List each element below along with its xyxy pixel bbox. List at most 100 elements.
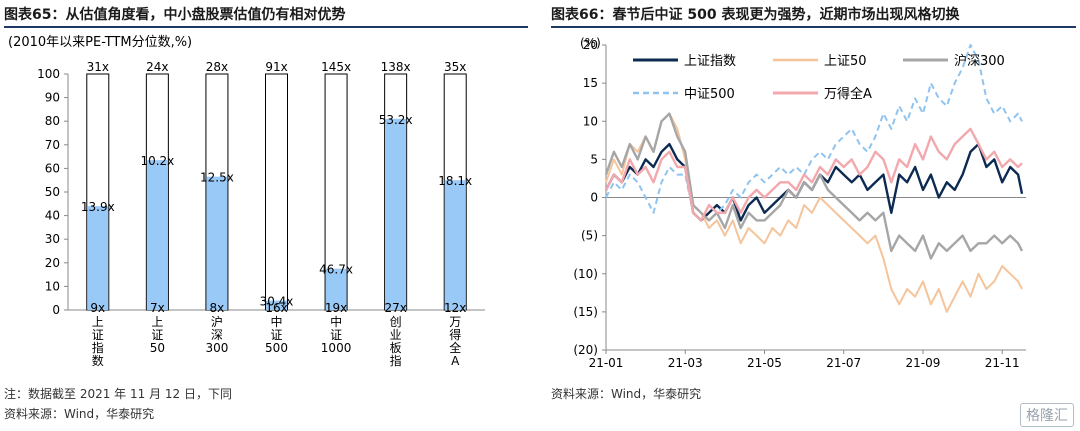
bar-min-label-2: 8x: [210, 301, 225, 315]
legend-item-4: 万得全A: [773, 86, 872, 102]
bar-6: [444, 180, 466, 310]
series-line-2: [604, 112, 1024, 260]
bar-min-label-5: 27x: [384, 301, 406, 315]
series-line-1: [605, 112, 1023, 313]
y-tick-label-1: 10: [45, 279, 60, 293]
bar-max-label-5: 138x: [381, 60, 411, 74]
category-label-3: 中证500: [265, 314, 288, 355]
y-tick-label-7: 70: [45, 138, 60, 152]
category-label-line: 深: [211, 328, 223, 342]
x-tick-label-5: 21-11: [985, 356, 1020, 370]
y-tick-label-8: (20): [573, 343, 598, 357]
series-line-3: [605, 44, 1023, 222]
category-label-line: 上: [92, 315, 104, 329]
y-tick-label-5: (5): [581, 229, 598, 243]
category-label-line: 板: [390, 341, 402, 355]
y-tick-label-5: 50: [45, 185, 60, 199]
legend-label-4: 万得全A: [824, 86, 872, 102]
category-label-line: A: [451, 354, 460, 368]
category-label-line: 500: [265, 341, 288, 355]
y-tick-label-7: (15): [573, 305, 598, 319]
y-axis-unit-label: (%): [580, 36, 601, 50]
series-line-4: [604, 127, 1023, 222]
right-line-chart: (%) 15 10 5 0 (5) (10) (15) (20) 20 21-01 21-03 21-0…: [573, 36, 1026, 370]
category-label-line: 万: [449, 315, 461, 329]
category-label-line: 50: [150, 341, 165, 355]
category-label-line: 业: [390, 328, 402, 342]
x-tick-label-2: 21-05: [747, 356, 782, 370]
legend-label-1: 上证50: [824, 54, 867, 69]
y-tick-label-8: 80: [45, 114, 60, 128]
left-chart-title: 图表65：从估值角度看，中小盘股票估值仍有相对优势: [4, 7, 346, 23]
left-source: 资料来源：Wind，华泰研究: [4, 407, 155, 421]
category-label-line: 300: [205, 341, 228, 355]
category-label-line: 证: [330, 328, 342, 342]
y-tick-label-2: 10: [583, 114, 598, 128]
y-tick-label-1: 15: [583, 76, 598, 90]
bar-max-label-0: 31x: [87, 60, 109, 74]
category-label-line: 1000: [321, 341, 352, 355]
bar-1: [146, 160, 168, 310]
legend-item-2: 沪深300: [903, 53, 1005, 69]
category-label-line: 创: [390, 315, 402, 329]
x-tick-label-4: 21-09: [906, 356, 941, 370]
category-label-line: 沪: [211, 315, 223, 329]
bar-3: [266, 300, 287, 310]
legend-label-0: 上证指数: [684, 54, 736, 69]
bar-value-label-4: 46.7x: [319, 263, 353, 277]
bar-max-label-4: 145x: [321, 60, 351, 74]
category-label-line: 证: [270, 328, 282, 342]
bar-min-label-6: 12x: [444, 301, 466, 315]
right-source: 资料来源：Wind，华泰研究: [551, 387, 702, 401]
bar-max-label-2: 28x: [206, 60, 228, 74]
bar-value-label-3: 30.4x: [260, 295, 294, 309]
category-label-line: 证: [92, 328, 104, 342]
y-tick-label-0: 0: [52, 303, 60, 317]
left-note: 注：数据截至 2021 年 11 月 12 日，下同: [4, 387, 232, 401]
category-label-6: 万得全A: [449, 315, 461, 368]
category-label-line: 中: [270, 314, 282, 329]
bar-value-label-6: 18.1x: [438, 174, 472, 188]
category-label-2: 沪深300: [205, 315, 228, 355]
bar-4: [325, 268, 347, 310]
category-label-line: 数: [92, 353, 104, 368]
bar-value-label-0: 13.9x: [81, 200, 115, 214]
category-label-line: 上: [151, 315, 163, 329]
bar-value-label-1: 10.2x: [140, 154, 174, 168]
right-chart-title: 图表66：春节后中证 500 表现更为强势，近期市场出现风格切换: [551, 7, 960, 23]
y-tick-label-6: (10): [573, 267, 598, 281]
category-label-0: 上证指数: [92, 315, 104, 368]
y-tick-label-4: 0: [590, 191, 598, 205]
right-title-rule: [551, 26, 1076, 28]
bar-0: [87, 206, 109, 310]
y-tick-label-4: 40: [45, 209, 60, 223]
category-label-line: 中: [330, 314, 342, 329]
category-label-line: 指: [390, 353, 402, 368]
x-tick-label-1: 21-03: [668, 356, 703, 370]
bar-max-label-6: 35x: [444, 60, 466, 74]
watermark-logo: 格隆汇: [1020, 403, 1074, 427]
y-tick-label-10: 100: [37, 67, 60, 81]
category-label-line: 得: [449, 327, 461, 342]
x-tick-label-0: 21-01: [589, 356, 624, 370]
bar-value-label-5: 53.2x: [379, 113, 413, 127]
y-tick-label-3: 30: [45, 232, 60, 246]
bar-min-label-3: 16x: [265, 301, 287, 315]
bar-min-label-0: 9x: [90, 301, 105, 315]
x-tick-label-3: 21-07: [826, 356, 861, 370]
category-label-line: 全: [449, 340, 461, 355]
left-title-rule: [4, 26, 528, 28]
y-tick-label-9: 90: [45, 91, 60, 105]
y-tick-label-2: 20: [45, 256, 60, 270]
legend-item-0: 上证指数: [633, 54, 736, 69]
bar-max-label-3: 91x: [265, 60, 287, 74]
legend-label-3: 中证500: [684, 87, 735, 102]
bar-min-label-1: 7x: [150, 301, 165, 315]
left-unit-label: (2010年以来PE-TTM分位数,%): [8, 35, 193, 50]
legend-item-1: 上证50: [773, 54, 867, 69]
y-tick-label-6: 60: [45, 161, 60, 175]
bar-range-frame-3: [265, 73, 288, 311]
bar-value-label-2: 12.5x: [200, 171, 234, 185]
